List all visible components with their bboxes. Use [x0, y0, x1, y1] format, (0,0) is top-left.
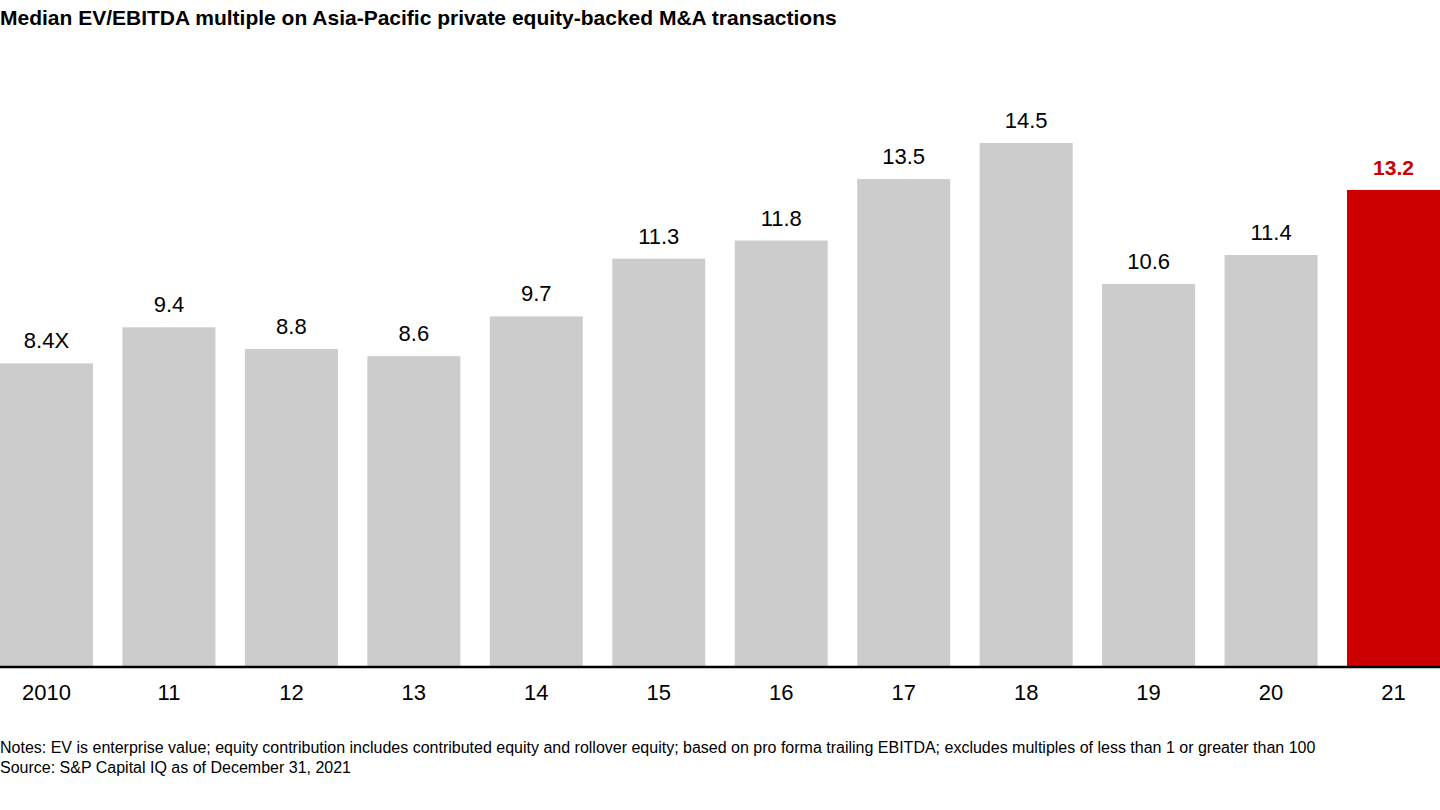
bars [0, 143, 1440, 667]
category-label: 13 [402, 680, 426, 705]
data-labels: 8.4X 9.4 8.8 8.6 9.7 11.3 11.8 13.5 14.5 10.6 11.4… [24, 108, 1414, 353]
bar [122, 327, 215, 667]
bar [857, 179, 950, 667]
category-label: 16 [769, 680, 793, 705]
data-label: 11.3 [638, 224, 679, 249]
data-label: 14.5 [1005, 108, 1048, 133]
data-label: 13.5 [882, 144, 925, 169]
x-axis: 2010 11 12 13 14 15 16 17 18 19 20 21 [0, 667, 1440, 705]
chart-title: Median EV/EBITDA multiple on Asia-Pacifi… [0, 6, 837, 30]
bar [980, 143, 1073, 667]
category-label: 11 [158, 680, 181, 705]
x-axis-line [0, 666, 1440, 669]
data-label: 9.7 [521, 281, 552, 306]
data-label: 11.8 [761, 206, 802, 231]
chart-svg: 8.4X 9.4 8.8 8.6 9.7 11.3 11.8 13.5 14.5 10.6 11.4… [0, 0, 1440, 730]
source: Source: S&P Capital IQ as of December 31… [0, 758, 1440, 778]
data-label: 8.6 [399, 321, 430, 346]
bar [367, 356, 460, 667]
category-label: 20 [1259, 680, 1283, 705]
category-label: 21 [1381, 680, 1405, 705]
data-label: 10.6 [1127, 249, 1170, 274]
bar [0, 363, 93, 667]
data-label: 9.4 [154, 292, 185, 317]
category-label: 12 [279, 680, 303, 705]
bar [245, 349, 338, 667]
bar [1102, 284, 1195, 667]
bar [612, 259, 705, 667]
bar [735, 241, 828, 667]
category-label: 19 [1136, 680, 1160, 705]
data-label: 8.4X [24, 328, 70, 353]
bar [1225, 255, 1318, 667]
notes-block: Notes: EV is enterprise value; equity co… [0, 738, 1440, 778]
bar [1347, 190, 1440, 667]
category-label: 15 [647, 680, 671, 705]
data-label: 8.8 [276, 314, 307, 339]
category-label: 17 [891, 680, 915, 705]
category-label: 2010 [22, 680, 71, 705]
data-label: 13.2 [1373, 156, 1414, 179]
category-label: 18 [1014, 680, 1038, 705]
data-label: 11.4 [1250, 220, 1291, 245]
category-label: 14 [524, 680, 548, 705]
notes: Notes: EV is enterprise value; equity co… [0, 738, 1440, 758]
bar [490, 316, 583, 667]
